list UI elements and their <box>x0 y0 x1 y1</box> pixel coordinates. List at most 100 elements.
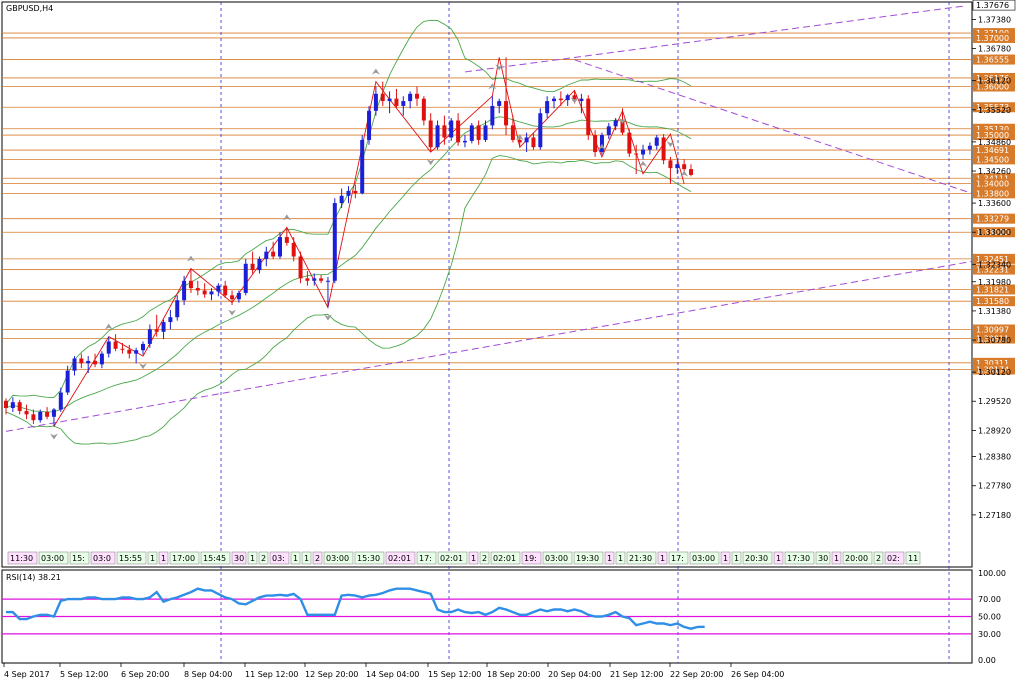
level-label: 1.32451 <box>976 255 1009 264</box>
price-tick-label: 1.31380 <box>978 307 1011 316</box>
level-label-bg <box>973 213 1015 224</box>
candle-body <box>175 300 180 318</box>
session-tag-box <box>905 551 921 565</box>
candle-body <box>462 140 467 143</box>
session-tag-box <box>269 551 290 565</box>
session-tag-label: 30 <box>234 554 244 563</box>
candle-body <box>65 370 70 393</box>
time-tick-label: 12 Sep 20:00 <box>305 670 358 679</box>
level-label-bg <box>973 357 1015 368</box>
candle-body <box>93 360 98 365</box>
candle-body <box>456 120 461 143</box>
candle-body <box>236 292 241 300</box>
candle-body <box>58 392 63 410</box>
candle-body <box>476 125 481 140</box>
fractal-up-arrow <box>639 160 648 167</box>
time-tick-label: 22 Sep 20:00 <box>670 670 723 679</box>
level-label-bg <box>973 123 1015 134</box>
level-label: 1.30174 <box>976 365 1009 374</box>
session-tags: 11:30 03:00 15: 03:0 15:55 1 1 17:00 15:45 30 1 2 03… <box>7 551 921 565</box>
session-tag-label: 1 <box>607 554 612 563</box>
candle-body <box>517 139 522 143</box>
candle-body <box>4 400 8 409</box>
candle-body <box>161 322 166 332</box>
fractals <box>49 64 689 440</box>
level-label: 1.30997 <box>976 325 1009 334</box>
candle-body <box>579 98 584 102</box>
band-lower <box>5 155 692 445</box>
candle-body <box>168 317 173 323</box>
session-tag-box <box>668 551 689 565</box>
fractal-up-arrow <box>488 83 497 90</box>
session-tag-box <box>626 551 657 565</box>
session-tag-box <box>720 551 731 565</box>
session-tag-label: 17:30 <box>787 554 810 563</box>
candle-body <box>202 290 207 295</box>
session-tag-box <box>542 551 573 565</box>
level-label: 1.35130 <box>976 125 1009 134</box>
candle-body <box>195 288 200 291</box>
level-label-bg <box>973 154 1015 165</box>
candle-body <box>490 105 495 126</box>
session-tag-label: 1 <box>834 554 839 563</box>
session-tag-label: 15:30 <box>357 554 380 563</box>
session-tag-label: 11:30 <box>10 554 33 563</box>
rsi-title: RSI(14) 38.21 <box>6 573 61 582</box>
session-tag-label: 20:00 <box>845 554 868 563</box>
session-tag-label: 1 <box>776 554 781 563</box>
candle-body <box>45 411 50 417</box>
fractal-down-arrow <box>139 363 147 370</box>
session-tag-label: 02: <box>887 554 900 563</box>
level-label: 1.30811 <box>976 335 1009 344</box>
level-label: 1.30311 <box>976 359 1009 368</box>
price-tick-label: 1.32340 <box>978 260 1011 269</box>
session-tag-box <box>468 551 479 565</box>
session-tag-box <box>689 551 720 565</box>
session-tag-label: 30 <box>818 554 828 563</box>
session-tag-box <box>573 551 604 565</box>
candle-body <box>428 120 433 148</box>
session-tag-label: 02:01 <box>493 554 516 563</box>
candle-body <box>442 125 447 138</box>
level-label: 1.33800 <box>976 189 1009 198</box>
price-tick-label: 1.33000 <box>978 228 1011 237</box>
candle-body <box>72 358 77 371</box>
time-tick-label: 6 Sep 20:00 <box>121 670 169 679</box>
session-tag-label: 15: <box>72 554 85 563</box>
session-tag-label: 03:00 <box>326 554 349 563</box>
candle-body <box>593 135 598 153</box>
session-tag-box <box>731 551 742 565</box>
fractal-down-arrow <box>570 97 579 104</box>
fractal-down-arrow <box>228 309 237 316</box>
session-tag-label: 17: <box>671 554 684 563</box>
session-tag-label: 02:01 <box>440 554 463 563</box>
level-label-bg <box>973 54 1015 65</box>
session-tag-box <box>884 551 905 565</box>
session-tag-box <box>784 551 815 565</box>
session-tag-label: 1 <box>304 554 309 563</box>
level-label-bg <box>973 81 1015 92</box>
fractal-down-arrow <box>666 141 675 148</box>
candle-body <box>565 95 570 101</box>
candle-body <box>545 101 550 114</box>
price-tick-label: 1.36120 <box>978 77 1011 86</box>
price-tick-label: 1.28380 <box>978 453 1011 462</box>
candle-body <box>627 132 632 154</box>
candles <box>4 57 693 427</box>
price-tick-label: 1.30120 <box>978 368 1011 377</box>
price-tick-label: 1.31980 <box>978 278 1011 287</box>
candle-body <box>127 349 132 354</box>
rsi-panel: 100.00 70.00 50.00 30.00 0.00 <box>2 569 1006 665</box>
trend-line-lower <box>5 260 972 432</box>
fractal-down-arrow <box>618 117 627 124</box>
candle-body <box>141 343 145 351</box>
fractal-up-arrow <box>680 170 689 177</box>
session-tag-box <box>158 551 169 565</box>
level-label: 1.36555 <box>976 56 1009 65</box>
session-tag-label: 1 <box>660 554 665 563</box>
candle-body <box>38 411 43 421</box>
time-tick-label: 14 Sep 04:00 <box>366 670 419 679</box>
session-tag-box <box>521 551 542 565</box>
session-tag-box <box>147 551 158 565</box>
